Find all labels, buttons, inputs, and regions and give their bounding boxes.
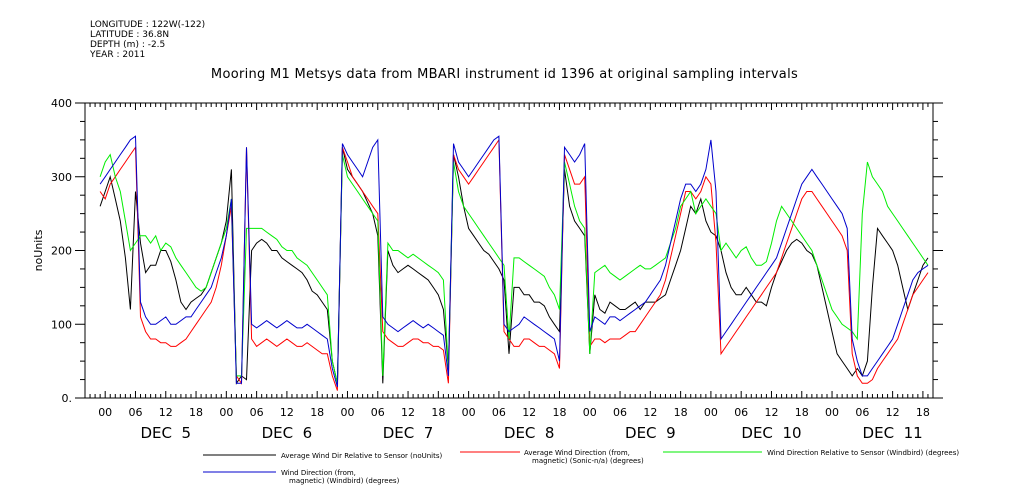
y-tick-label: 400	[51, 97, 72, 110]
series-line-2	[99, 138, 929, 391]
x-hour-label: 06	[613, 406, 627, 419]
y-tick-group	[75, 102, 943, 399]
x-day-label: DEC 10	[741, 424, 801, 442]
legend-label-4: Wind Direction (from,	[281, 469, 356, 477]
x-tick-group	[84, 103, 934, 398]
x-hour-label: 18	[795, 406, 809, 419]
x-hour-label: 12	[886, 406, 900, 419]
x-hour-label: 12	[401, 406, 415, 419]
legend-label-4-line2: magnetic) (Windbird) (degrees)	[289, 477, 400, 485]
y-axis-label: noUnits	[32, 229, 45, 271]
x-hour-label: 18	[189, 406, 203, 419]
plot-series-group	[99, 135, 929, 391]
x-hour-label: 12	[280, 406, 294, 419]
x-hour-label: 18	[674, 406, 688, 419]
x-hour-label: 00	[825, 406, 839, 419]
x-day-label: DEC 7	[383, 424, 434, 442]
meta-longitude: LONGITUDE : 122W(-122)	[90, 20, 206, 30]
x-hour-label: 06	[734, 406, 748, 419]
x-hour-label: 12	[643, 406, 657, 419]
series-line-1	[99, 147, 929, 385]
y-tick-label: 0.	[62, 392, 73, 405]
legend-label-3: Wind Direction Relative to Sensor (Windb…	[767, 449, 959, 457]
x-hour-label: 06	[250, 406, 264, 419]
legend-label-1: Average Wind Dir Relative to Sensor (noU…	[281, 452, 442, 460]
meta-latitude: LATITUDE : 36.8N	[90, 30, 170, 40]
x-day-label: DEC 6	[262, 424, 313, 442]
y-tick-label: 300	[51, 171, 72, 184]
x-hour-label: 00	[583, 406, 597, 419]
meta-depth: DEPTH (m) : -2.5	[90, 40, 166, 50]
x-hour-label: 00	[462, 406, 476, 419]
x-hour-label: 18	[916, 406, 930, 419]
metadata-block: LONGITUDE : 122W(-122) LATITUDE : 36.8N …	[90, 20, 205, 60]
x-hour-label: 00	[704, 406, 718, 419]
x-hour-label: 18	[310, 406, 324, 419]
x-hour-label: 06	[371, 406, 385, 419]
x-hour-label: 12	[159, 406, 173, 419]
legend: Average Wind Dir Relative to Sensor (noU…	[203, 449, 959, 485]
meta-year: YEAR : 2011	[90, 50, 146, 60]
x-hour-label: 00	[219, 406, 233, 419]
x-hour-label: 12	[764, 406, 778, 419]
x-hour-label: 12	[522, 406, 536, 419]
x-day-label: DEC 11	[863, 424, 923, 442]
x-hour-label: 00	[340, 406, 354, 419]
legend-label-2-line2: magnetic) (Sonic-n/a) (degrees)	[532, 457, 644, 465]
x-hour-label: 06	[128, 406, 142, 419]
y-tick-label: 100	[51, 318, 72, 331]
y-tick-label: 200	[51, 245, 72, 258]
series-line-4	[99, 135, 929, 388]
x-hour-label: 18	[552, 406, 566, 419]
x-day-label: DEC 9	[625, 424, 676, 442]
x-hour-label: 06	[855, 406, 869, 419]
x-day-label: DEC 5	[140, 424, 191, 442]
chart-title: Mooring M1 Metsys data from MBARI instru…	[210, 67, 799, 82]
x-hour-label: 06	[492, 406, 506, 419]
x-day-label: DEC 8	[504, 424, 555, 442]
legend-label-2: Average Wind Direction (from,	[524, 449, 630, 457]
x-hour-label: 18	[431, 406, 445, 419]
x-hour-label: 00	[98, 406, 112, 419]
series-line-3	[99, 153, 929, 384]
